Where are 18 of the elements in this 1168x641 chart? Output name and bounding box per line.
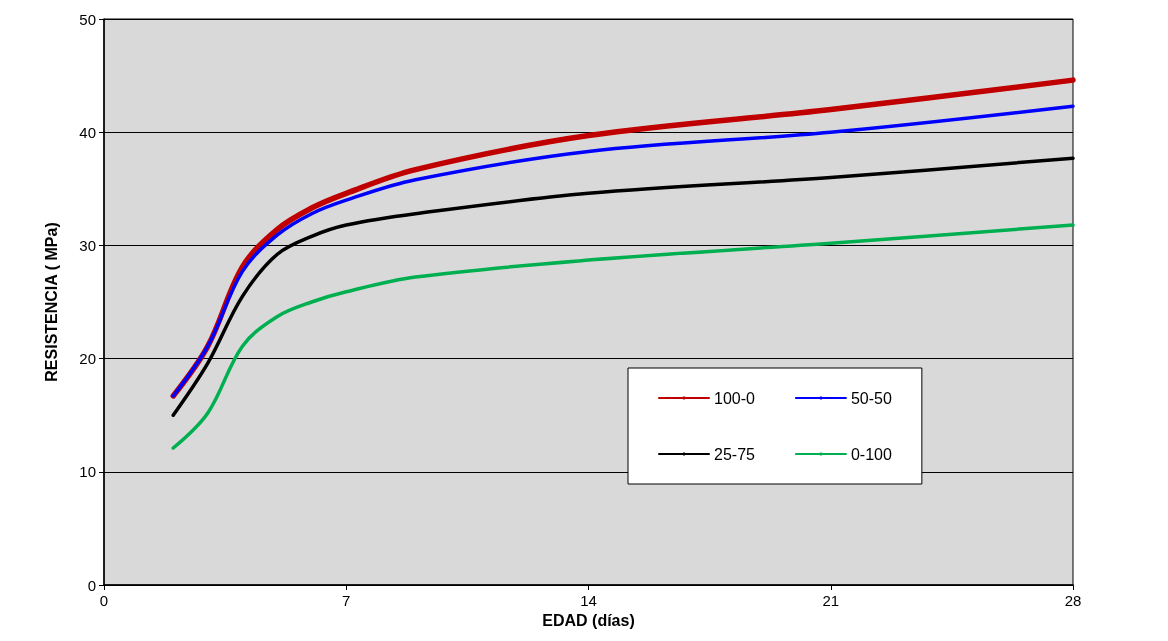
x-tick-label: 21	[822, 592, 840, 609]
y-tick-label: 20	[79, 350, 96, 368]
line-series	[171, 223, 1075, 450]
y-tick-label: 40	[79, 123, 96, 141]
x-tick-label: 7	[342, 592, 351, 609]
legend-label: 50-50	[850, 389, 892, 407]
y-axis-title: RESISTENCIA ( MPa)	[42, 222, 60, 382]
x-tick-label: 28	[1064, 592, 1082, 609]
x-tick-label: 14	[580, 592, 597, 609]
legend-label: 25-75	[714, 445, 756, 463]
legend-label: 0-100	[850, 445, 892, 463]
x-tick-label: 0	[99, 592, 109, 609]
y-tick-label: 0	[87, 576, 96, 594]
x-axis-title: EDAD (días)	[542, 612, 635, 630]
y-tick-label: 50	[79, 10, 96, 28]
legend-label: 100-0	[714, 389, 756, 407]
y-tick-label: 10	[79, 463, 96, 481]
y-tick-label: 30	[79, 236, 96, 254]
